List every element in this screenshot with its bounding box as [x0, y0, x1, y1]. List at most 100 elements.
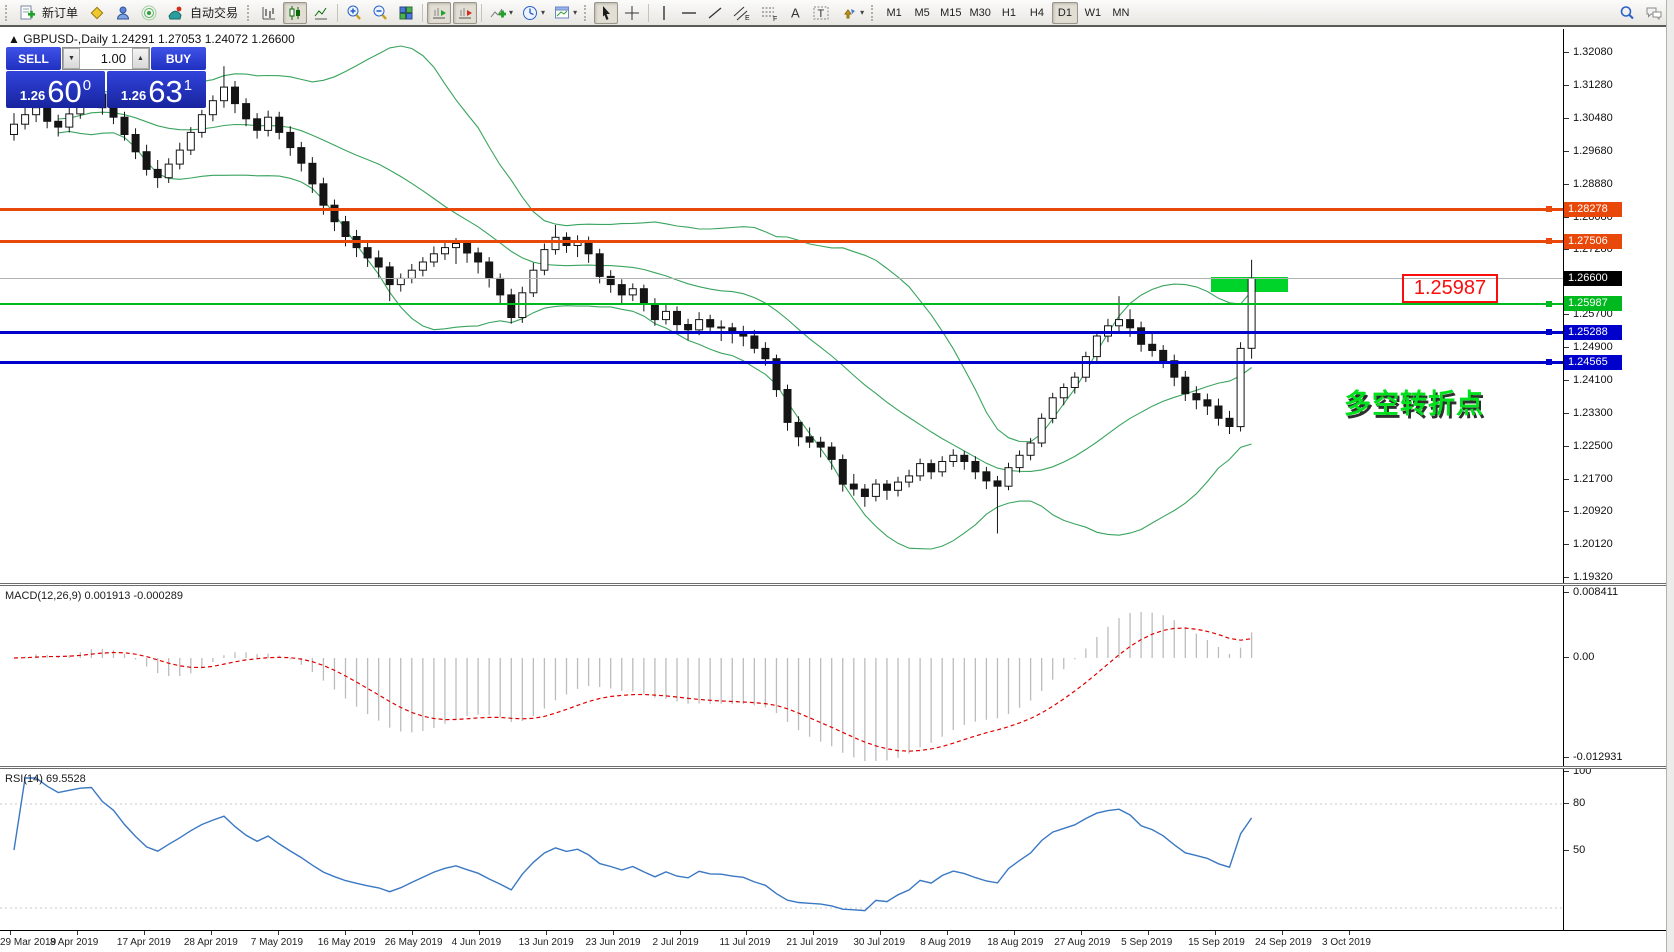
auto-trading-label[interactable]: 自动交易 [190, 6, 239, 20]
text-button[interactable]: A [785, 2, 807, 24]
fibonacci-button[interactable]: F [757, 2, 783, 24]
main-chart-pane[interactable]: ▲ GBPUSD-,Daily 1.24291 1.27053 1.24072 … [0, 29, 1563, 583]
level-price-tag: 1.24565 [1564, 354, 1622, 370]
timeframe-m15[interactable]: M15 [940, 6, 962, 19]
timeframe-h1[interactable]: H1 [1001, 6, 1016, 19]
timeframe-w1[interactable]: W1 [1084, 6, 1102, 19]
candle-body [1070, 376, 1079, 389]
vertical-line-icon [657, 4, 671, 22]
timeframe-h4[interactable]: H4 [1029, 6, 1044, 19]
new-order-button[interactable] [15, 2, 39, 24]
text-label-button[interactable]: T [809, 2, 835, 24]
templates-button[interactable]: ▾ [550, 2, 580, 24]
price-tick-label: 1.20120 [1564, 538, 1613, 550]
horizontal-line-icon [680, 4, 698, 22]
horizontal-level-line[interactable] [0, 238, 1563, 245]
line-anchor-handle[interactable] [1546, 300, 1552, 307]
candle-body [186, 131, 195, 151]
timeframe-mn[interactable]: MN [1112, 6, 1130, 19]
line-anchor-handle[interactable] [1546, 329, 1552, 336]
toolbar-grip[interactable] [871, 4, 877, 21]
candle-body [463, 243, 472, 254]
candle-body [253, 118, 262, 131]
rsi-canvas[interactable] [0, 769, 1563, 930]
vertical-line-button[interactable] [653, 2, 675, 24]
volume-increase-button[interactable]: ▲ [132, 48, 149, 69]
signals-button[interactable] [137, 2, 161, 24]
horizontal-level-line[interactable] [0, 359, 1563, 366]
volume-value[interactable]: 1.00 [100, 51, 126, 66]
macd-canvas[interactable] [0, 586, 1563, 766]
bar-chart-button[interactable] [257, 2, 281, 24]
candle-body [1214, 405, 1223, 419]
horizontal-level-line[interactable] [0, 329, 1563, 336]
new-order-label[interactable]: 新订单 [42, 6, 79, 20]
fibonacci-icon: F [760, 4, 780, 23]
macd-pane[interactable]: MACD(12,26,9) 0.001913 -0.000289 [0, 586, 1563, 766]
community-button[interactable] [1641, 2, 1667, 24]
ohlc-values: 1.24291 1.27053 1.24072 1.26600 [111, 32, 295, 46]
price-callout-box[interactable]: 1.25987 [1402, 274, 1498, 303]
cursor-button[interactable] [594, 1, 619, 24]
buy-price-point: 1 [183, 77, 193, 94]
date-axis[interactable]: 29 Mar 2019 8 Apr 2019 17 Apr 2019 28 Apr 2… [0, 930, 1674, 952]
channel-button[interactable]: E [729, 2, 755, 24]
line-anchor-handle[interactable] [1546, 206, 1552, 213]
horizontal-line-button[interactable] [677, 2, 701, 24]
horizontal-level-line[interactable] [0, 300, 1563, 307]
toolbar-grip[interactable] [5, 4, 11, 21]
date-label: 27 Aug 2019 [1054, 937, 1111, 948]
line-anchor-handle[interactable] [1546, 359, 1552, 366]
timeframe-m1[interactable]: M1 [886, 6, 902, 19]
price-axis[interactable]: 1.320801.312801.304801.296801.288801.280… [1563, 29, 1667, 930]
candlestick-chart-button[interactable] [283, 1, 308, 24]
line-chart-icon [312, 4, 330, 22]
toolbar-grip[interactable] [247, 4, 253, 21]
symbol-collapse-arrow[interactable]: ▲ [8, 32, 20, 46]
buy-button[interactable]: BUY [151, 47, 206, 70]
horizontal-level-line[interactable] [0, 206, 1563, 213]
candle-body [43, 107, 52, 122]
market-watch-button[interactable] [111, 2, 135, 24]
volume-decrease-button[interactable]: ▼ [63, 48, 80, 69]
zoom-out-button[interactable] [368, 2, 392, 24]
tile-windows-button[interactable] [394, 2, 418, 24]
candle-body [231, 86, 239, 105]
date-tick [10, 931, 11, 935]
periods-button[interactable]: ▾ [518, 2, 548, 24]
candle-body [982, 471, 991, 482]
zoom-in-button[interactable] [342, 2, 366, 24]
timeframe-d1[interactable]: D1 [1051, 1, 1078, 24]
sell-price-display[interactable]: 1.26 60 0 [6, 71, 105, 108]
rsi-pane[interactable]: RSI(14) 69.5528 [0, 769, 1563, 930]
price-tick-label: 1.24100 [1564, 374, 1613, 386]
search-button[interactable] [1615, 2, 1639, 24]
sell-price-base: 1.26 [19, 88, 46, 103]
pane-separator[interactable] [0, 583, 1666, 586]
sell-button[interactable]: SELL [6, 47, 61, 70]
crosshair-button[interactable] [620, 2, 644, 24]
line-anchor-handle[interactable] [1546, 238, 1552, 245]
trendline-button[interactable] [703, 2, 727, 24]
profiles-button[interactable] [85, 2, 109, 24]
buy-price-display[interactable]: 1.26 63 1 [107, 71, 206, 108]
price-chart-canvas[interactable] [0, 29, 1563, 583]
auto-trading-button[interactable] [163, 2, 187, 24]
arrows-button[interactable]: ▾ [837, 2, 867, 24]
line-chart-button[interactable] [309, 2, 333, 24]
date-tick [746, 931, 748, 935]
candle-body [1159, 349, 1168, 362]
chart-shift-button[interactable] [453, 1, 478, 24]
timeframe-m5[interactable]: M5 [914, 6, 930, 19]
volume-field[interactable]: ▼ 1.00 ▲ [62, 47, 150, 70]
indicators-button[interactable]: ▾ [486, 2, 516, 24]
pane-separator[interactable] [0, 766, 1666, 769]
sell-price-pips: 60 [47, 74, 82, 109]
candle-body [1037, 417, 1046, 444]
candle-body [673, 310, 681, 326]
toolbar-grip[interactable] [584, 4, 590, 21]
auto-scroll-button[interactable] [427, 1, 452, 24]
date-tick [1215, 931, 1217, 935]
pivot-annotation-text[interactable]: 多空转折点 [1344, 389, 1484, 419]
timeframe-m30[interactable]: M30 [969, 6, 991, 19]
